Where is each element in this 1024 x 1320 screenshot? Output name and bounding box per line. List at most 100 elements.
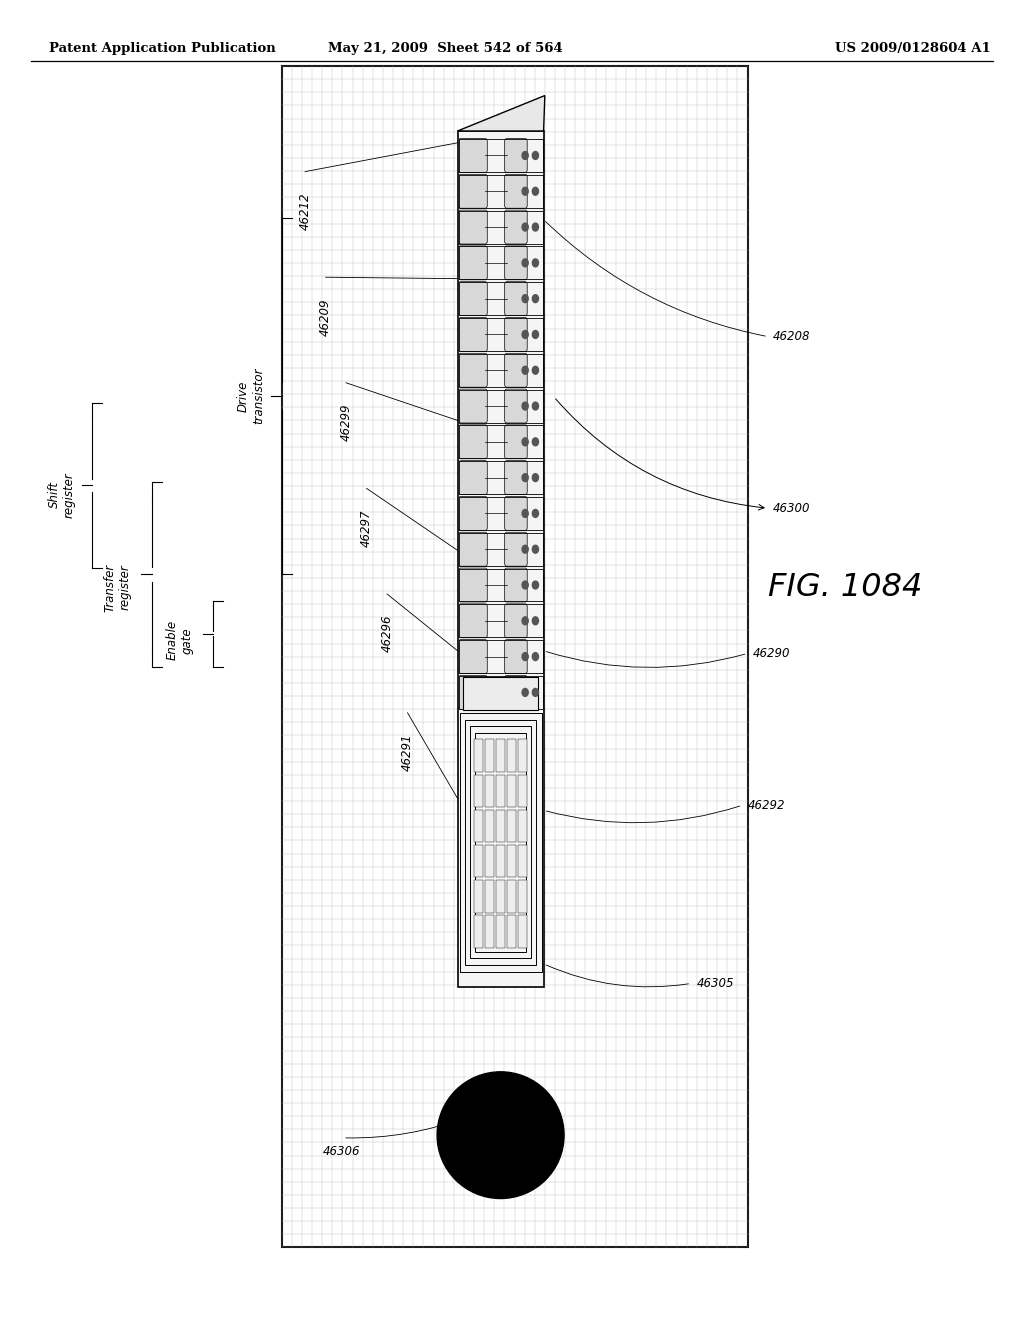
Bar xyxy=(459,139,543,172)
Circle shape xyxy=(522,223,528,231)
Bar xyxy=(507,880,516,912)
Text: 46300: 46300 xyxy=(773,502,811,515)
Bar xyxy=(459,247,543,280)
FancyBboxPatch shape xyxy=(459,496,487,531)
Text: FIG. 1084: FIG. 1084 xyxy=(768,572,922,603)
Circle shape xyxy=(532,581,539,589)
Circle shape xyxy=(522,652,528,660)
Text: Patent Application Publication: Patent Application Publication xyxy=(49,42,275,55)
Bar xyxy=(459,605,543,638)
FancyBboxPatch shape xyxy=(459,532,487,566)
Bar xyxy=(496,809,505,842)
FancyBboxPatch shape xyxy=(505,496,527,531)
Bar xyxy=(474,739,483,772)
Ellipse shape xyxy=(437,1072,564,1199)
Bar xyxy=(474,775,483,807)
Text: 46209: 46209 xyxy=(319,298,332,335)
Text: 46297: 46297 xyxy=(360,510,373,546)
Circle shape xyxy=(522,294,528,302)
FancyBboxPatch shape xyxy=(459,354,487,387)
FancyBboxPatch shape xyxy=(459,425,487,459)
Bar xyxy=(496,880,505,912)
Circle shape xyxy=(532,616,539,624)
Bar xyxy=(474,845,483,878)
Circle shape xyxy=(522,187,528,195)
Bar xyxy=(459,174,543,207)
FancyBboxPatch shape xyxy=(505,139,527,173)
Bar xyxy=(507,845,516,878)
Bar xyxy=(518,739,527,772)
Circle shape xyxy=(522,689,528,697)
Bar xyxy=(496,915,505,948)
Circle shape xyxy=(532,474,539,482)
Bar xyxy=(507,739,516,772)
FancyBboxPatch shape xyxy=(459,139,487,173)
Polygon shape xyxy=(458,95,545,131)
Bar xyxy=(459,425,543,458)
Circle shape xyxy=(522,403,528,411)
Text: 46296: 46296 xyxy=(381,615,393,652)
Bar xyxy=(485,739,494,772)
FancyBboxPatch shape xyxy=(459,246,487,280)
Circle shape xyxy=(532,259,539,267)
FancyBboxPatch shape xyxy=(505,532,527,566)
FancyBboxPatch shape xyxy=(459,174,487,209)
Circle shape xyxy=(532,689,539,697)
Bar xyxy=(507,775,516,807)
FancyBboxPatch shape xyxy=(505,246,527,280)
Circle shape xyxy=(522,545,528,553)
Bar xyxy=(518,775,527,807)
Text: Drive
transistor: Drive transistor xyxy=(237,368,265,424)
FancyBboxPatch shape xyxy=(459,281,487,315)
Text: 46290: 46290 xyxy=(753,647,791,660)
Circle shape xyxy=(532,187,539,195)
FancyBboxPatch shape xyxy=(505,354,527,387)
FancyBboxPatch shape xyxy=(505,603,527,638)
Text: 46299: 46299 xyxy=(340,404,352,441)
Circle shape xyxy=(522,366,528,374)
Text: Enable
gate: Enable gate xyxy=(165,620,194,660)
Bar xyxy=(485,809,494,842)
Bar xyxy=(459,389,543,422)
Bar xyxy=(518,880,527,912)
Bar xyxy=(459,676,543,709)
Bar xyxy=(496,845,505,878)
Bar xyxy=(282,66,748,1247)
FancyBboxPatch shape xyxy=(459,640,487,673)
Bar xyxy=(475,733,526,952)
FancyBboxPatch shape xyxy=(505,281,527,315)
Circle shape xyxy=(532,330,539,338)
FancyBboxPatch shape xyxy=(505,174,527,209)
Circle shape xyxy=(532,510,539,517)
Circle shape xyxy=(532,403,539,411)
Bar xyxy=(474,809,483,842)
FancyBboxPatch shape xyxy=(505,461,527,495)
FancyBboxPatch shape xyxy=(505,389,527,422)
Circle shape xyxy=(522,330,528,338)
FancyBboxPatch shape xyxy=(505,318,527,351)
Bar xyxy=(459,354,543,387)
Circle shape xyxy=(532,294,539,302)
Bar xyxy=(459,211,543,243)
Bar xyxy=(458,131,544,987)
Circle shape xyxy=(522,259,528,267)
Text: 46292: 46292 xyxy=(748,799,785,812)
FancyBboxPatch shape xyxy=(459,568,487,602)
Bar xyxy=(459,569,543,602)
Bar xyxy=(474,880,483,912)
Circle shape xyxy=(522,438,528,446)
Text: 46208: 46208 xyxy=(773,330,811,343)
Bar xyxy=(459,496,543,529)
Circle shape xyxy=(532,366,539,374)
FancyBboxPatch shape xyxy=(459,676,487,709)
Bar xyxy=(474,915,483,948)
Bar xyxy=(518,809,527,842)
Bar xyxy=(518,915,527,948)
Circle shape xyxy=(522,152,528,160)
Text: 46291: 46291 xyxy=(401,734,414,771)
Circle shape xyxy=(522,474,528,482)
FancyBboxPatch shape xyxy=(459,210,487,244)
Bar xyxy=(485,880,494,912)
Circle shape xyxy=(532,223,539,231)
Bar xyxy=(460,713,542,972)
